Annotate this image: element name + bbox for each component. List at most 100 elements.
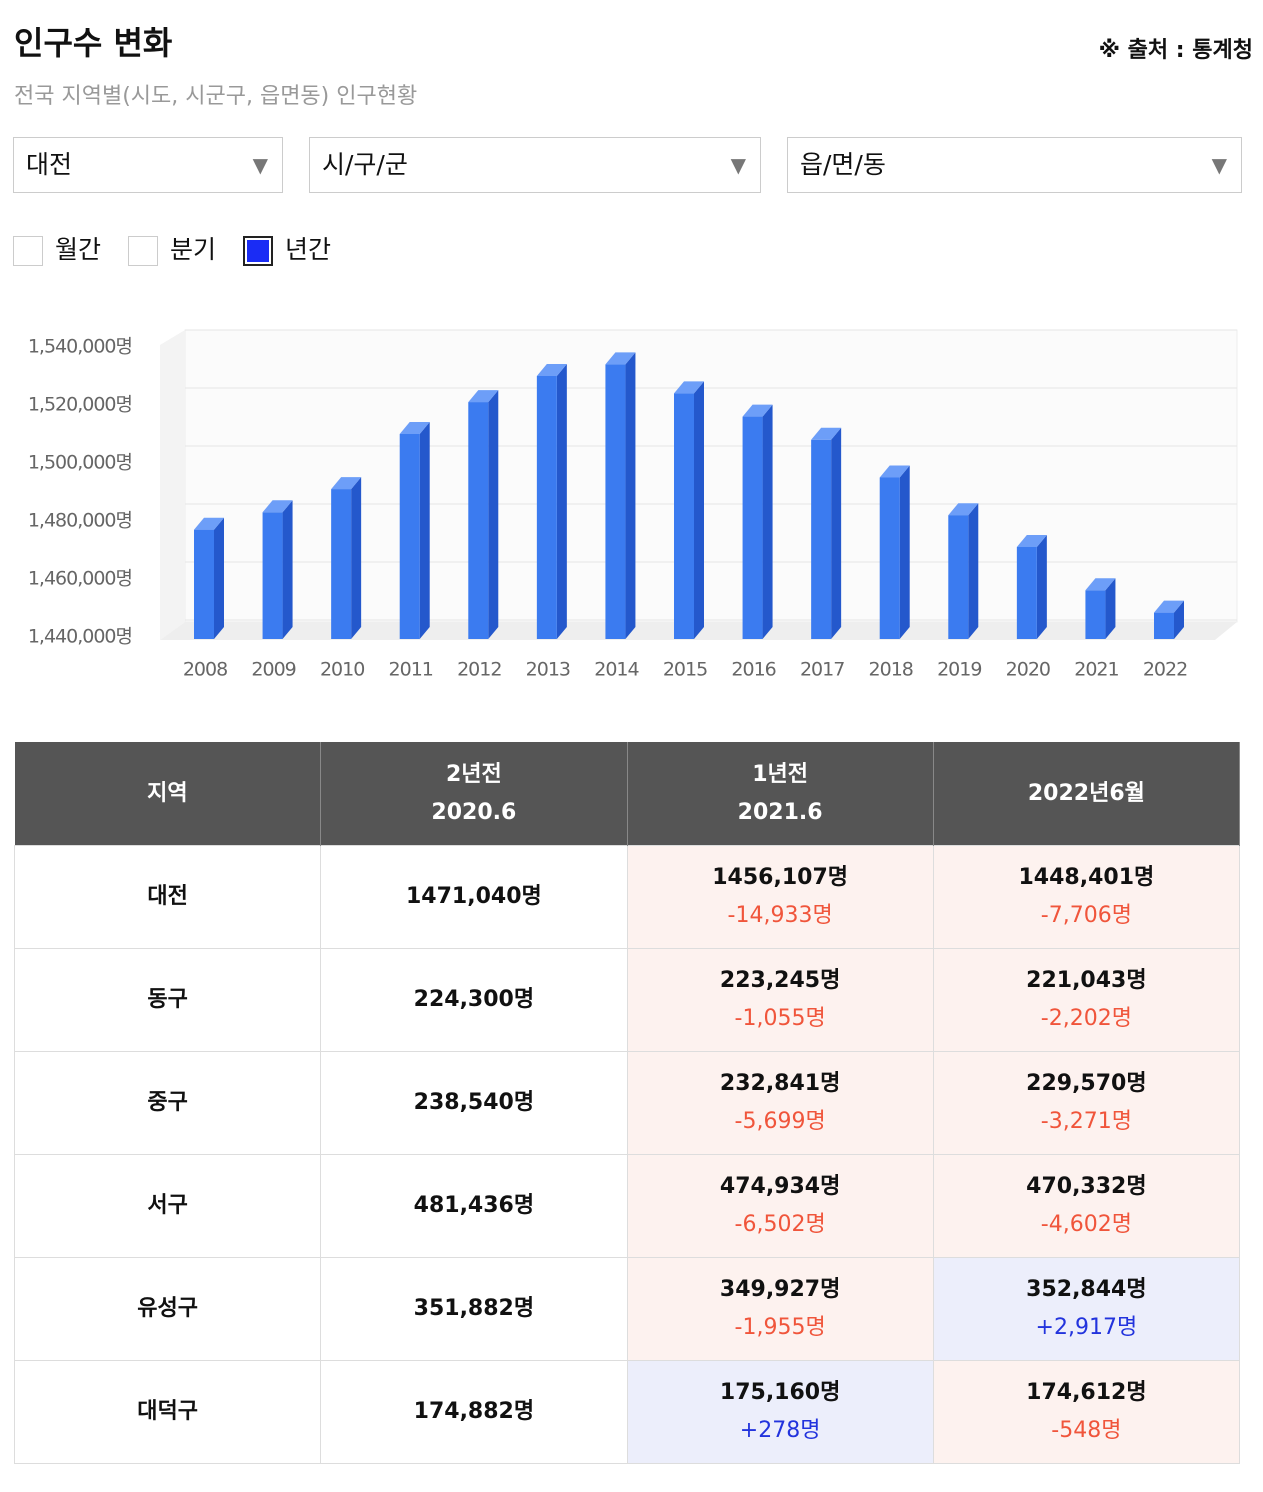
bar <box>879 477 900 639</box>
header-text: 지역 <box>147 780 188 806</box>
change-text: -2,202명 <box>1040 1006 1132 1031</box>
select-value: 대전 <box>26 150 73 179</box>
header-text: 2021.6 <box>737 799 823 825</box>
table-cell: 1456,107명 -14,933명 <box>626 845 934 949</box>
bar-top <box>948 503 979 516</box>
bar <box>536 376 557 639</box>
cell-text: 232,841명 <box>719 1071 841 1096</box>
checkbox-label: 년간 <box>285 235 332 264</box>
table-cell: 174,612명 -548명 <box>932 1360 1241 1464</box>
x-tick-label: 2014 <box>594 659 639 681</box>
cell-text: 351,882명 <box>413 1296 535 1321</box>
x-tick-label: 2018 <box>869 659 913 681</box>
period-checkbox[interactable]: 년간 <box>243 233 331 267</box>
period-checkbox[interactable]: 분기 <box>128 233 216 267</box>
table-cell: 349,927명 -1,955명 <box>626 1257 934 1361</box>
table-cell: 유성구 <box>13 1257 322 1361</box>
bar <box>742 416 763 639</box>
x-tick-label: 2017 <box>800 659 844 681</box>
change-text: -1,955명 <box>734 1315 826 1340</box>
bar-side <box>282 500 293 639</box>
bar-top <box>1016 534 1047 547</box>
y-tick-label: 1,440,000명 <box>28 626 132 648</box>
cell-text: 175,160명 <box>719 1380 841 1405</box>
bar-side <box>1036 534 1047 639</box>
header-cell: 1년전 2021.6 <box>627 742 934 846</box>
select[interactable]: 시/구/군 ▼ <box>309 137 761 193</box>
cell-text: 224,300명 <box>413 987 535 1012</box>
table-row: 대전 1471,040명 1456,107명 -14,933명 1448,401명 -7,… <box>13 845 1241 949</box>
x-tick-label: 2011 <box>389 659 433 681</box>
select-value: 읍/면/동 <box>800 150 886 179</box>
x-tick-label: 2022 <box>1143 659 1187 681</box>
bar-side <box>625 352 636 639</box>
table-row: 중구 238,540명 232,841명 -5,699명 229,570명 -3,271명 <box>13 1051 1241 1155</box>
x-tick-label: 2016 <box>731 659 775 681</box>
bar <box>811 439 832 639</box>
table-cell: 470,332명 -4,602명 <box>932 1154 1241 1258</box>
table-cell: 229,570명 -3,271명 <box>932 1051 1241 1155</box>
cell-text: 1448,401명 <box>1018 865 1155 890</box>
bar <box>399 434 420 639</box>
bar <box>194 529 214 639</box>
header-text: 2020.6 <box>431 799 517 825</box>
y-tick-label: 1,480,000명 <box>28 510 132 532</box>
bar-top <box>262 500 293 513</box>
checkbox-label: 분기 <box>170 235 217 264</box>
header-cell: 2022년6월 <box>933 742 1241 846</box>
bar-top <box>536 364 567 376</box>
y-tick-label: 1,500,000명 <box>28 452 132 474</box>
cell-text: 349,927명 <box>719 1277 841 1302</box>
table-cell: 대전 <box>13 845 322 949</box>
x-tick-label: 2012 <box>457 659 501 681</box>
bar <box>262 512 283 639</box>
table-cell: 중구 <box>13 1051 322 1155</box>
table-cell: 232,841명 -5,699명 <box>626 1051 934 1155</box>
change-text: -4,602명 <box>1040 1212 1132 1237</box>
checkbox-label: 월간 <box>55 235 102 264</box>
table-cell: 223,245명 -1,055명 <box>626 948 934 1052</box>
bar-side <box>351 477 362 639</box>
cell-text: 174,612명 <box>1026 1380 1147 1405</box>
cell-text: 474,934명 <box>719 1174 841 1199</box>
header-text: 2022년6월 <box>1027 780 1145 806</box>
side-wall <box>160 330 185 640</box>
x-tick-label: 2021 <box>1074 659 1118 681</box>
bar-side <box>968 503 979 639</box>
header-text: 2년전 <box>445 761 502 787</box>
cell-text: 481,436명 <box>413 1193 535 1218</box>
table-row: 동구 224,300명 223,245명 -1,055명 221,043명 -2,202명 <box>13 948 1241 1052</box>
table-cell: 238,540명 <box>320 1051 628 1155</box>
select[interactable]: 읍/면/동 ▼ <box>787 137 1242 193</box>
table-cell: 서구 <box>13 1154 322 1258</box>
x-tick-label: 2020 <box>1006 659 1050 681</box>
x-tick-label: 2019 <box>937 659 981 681</box>
bar <box>674 393 694 639</box>
table-cell: 352,844명 +2,917명 <box>932 1257 1241 1361</box>
cell-text: 221,043명 <box>1026 968 1147 993</box>
table-cell: 224,300명 <box>320 948 628 1052</box>
table-cell: 대덕구 <box>13 1360 322 1464</box>
x-tick-label: 2009 <box>251 659 295 681</box>
bar <box>331 489 352 639</box>
cell-text: 1456,107명 <box>712 865 848 890</box>
cell-text: 229,570명 <box>1026 1071 1147 1096</box>
header-row: 지역 2년전 2020.6 1년전 2021.6 2022년6월 <box>14 742 1241 846</box>
bar-side <box>694 381 704 639</box>
table-cell: 1448,401명 -7,706명 <box>932 845 1241 949</box>
bar <box>1154 612 1174 639</box>
bar-side <box>899 465 910 639</box>
chart: 1,440,000명 1,460,000명 1,480,000명 1,500,000명… <box>28 329 1238 681</box>
y-tick-label: 1,540,000명 <box>28 336 132 358</box>
change-text: -14,933명 <box>727 903 833 928</box>
select[interactable]: 대전 ▼ <box>13 137 283 193</box>
source: ※ 출처 : 통계청 <box>1098 38 1253 63</box>
bar-side <box>1105 578 1116 639</box>
table-cell: 175,160명 +278명 <box>626 1360 934 1464</box>
bar-side <box>762 404 773 639</box>
period-checkbox[interactable]: 월간 <box>13 233 101 267</box>
bar-side <box>419 422 430 639</box>
x-tick-label: 2015 <box>663 659 707 681</box>
change-text: -1,055명 <box>734 1006 826 1031</box>
y-tick-label: 1,520,000명 <box>28 394 132 416</box>
